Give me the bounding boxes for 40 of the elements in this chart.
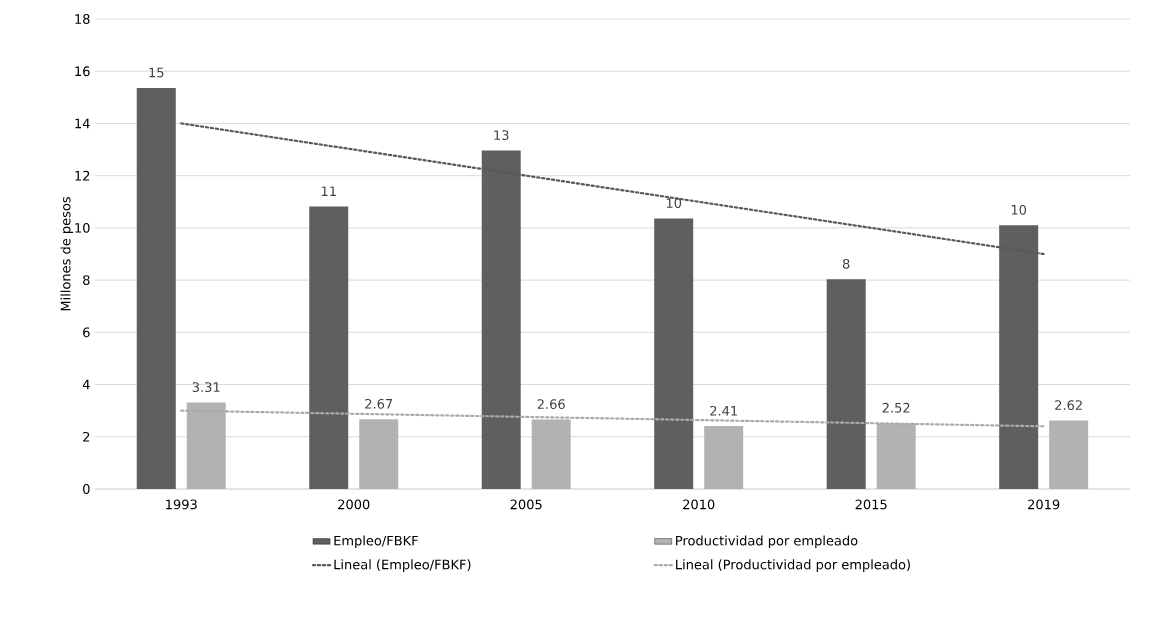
y-axis-title: Millones de pesos [60,196,74,311]
y-tick-label: 14 [75,118,90,129]
x-tick-label: 2019 [1028,499,1060,510]
data-label: 10 [1011,204,1027,215]
y-tick-label: 12 [75,170,90,181]
y-tick-label: 18 [75,14,90,24]
bar [654,218,694,489]
x-tick-label: 2015 [855,499,887,510]
bar [359,419,399,489]
data-label: 11 [321,186,336,196]
x-tick-label: 2005 [510,499,542,510]
data-label: 2.41 [710,405,737,416]
data-label: 3.31 [192,382,220,393]
y-tick-label: 16 [75,66,90,77]
x-tick-label: 2010 [683,499,715,510]
data-label: 8 [842,258,850,269]
data-label: 2.52 [882,402,910,413]
y-tick-label: 2 [83,431,90,442]
data-label: 10 [666,198,682,208]
y-tick-label: 0 [83,484,90,494]
bar [1049,420,1089,489]
data-label: 13 [494,130,509,141]
legend-label: Lineal (Productividad por empleado) [676,559,910,572]
y-tick-label: 4 [82,379,90,390]
data-label: 2.66 [537,399,565,409]
data-label: 2.62 [1055,400,1082,411]
bar [136,87,176,489]
y-tick-label: 6 [83,327,90,338]
legend-label: Empleo/FBKF [334,535,418,549]
y-tick-label: 8 [83,275,90,286]
y-tick-label: 10 [75,222,90,233]
bar [309,206,349,489]
x-tick-label: 2000 [338,499,370,510]
bar [826,279,866,489]
bar [704,426,744,489]
legend-label: Productividad por empleado [676,535,858,549]
data-label: 15 [149,67,164,78]
x-tick-label: 1993 [166,499,197,510]
legend-label: Lineal (Empleo/FBKF) [334,559,471,572]
data-label: 2.67 [365,398,393,409]
